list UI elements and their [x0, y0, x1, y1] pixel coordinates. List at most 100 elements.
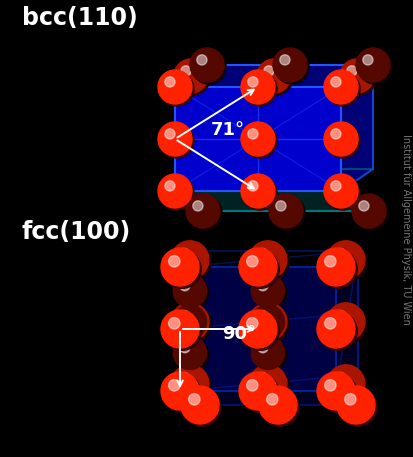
- Circle shape: [275, 201, 285, 211]
- Circle shape: [192, 201, 202, 211]
- Circle shape: [257, 281, 267, 291]
- Circle shape: [176, 61, 209, 95]
- Circle shape: [173, 336, 206, 370]
- Circle shape: [161, 310, 199, 348]
- Circle shape: [163, 374, 201, 412]
- Text: 71°: 71°: [211, 121, 244, 139]
- Circle shape: [188, 196, 221, 230]
- Circle shape: [175, 338, 208, 372]
- Circle shape: [318, 250, 356, 288]
- Circle shape: [334, 249, 345, 260]
- Circle shape: [241, 374, 279, 412]
- Circle shape: [251, 336, 284, 370]
- Circle shape: [173, 274, 206, 308]
- Circle shape: [242, 72, 276, 106]
- Circle shape: [257, 343, 267, 353]
- Circle shape: [158, 122, 192, 156]
- Circle shape: [173, 243, 211, 281]
- Circle shape: [248, 241, 286, 279]
- Circle shape: [324, 318, 335, 329]
- Circle shape: [173, 367, 211, 405]
- Polygon shape: [340, 65, 372, 191]
- Circle shape: [179, 343, 190, 353]
- Circle shape: [178, 372, 190, 384]
- Circle shape: [183, 388, 221, 426]
- Circle shape: [351, 194, 385, 228]
- Circle shape: [323, 174, 357, 208]
- Circle shape: [323, 122, 357, 156]
- Circle shape: [355, 48, 389, 82]
- Circle shape: [346, 66, 356, 76]
- Circle shape: [316, 248, 354, 286]
- Circle shape: [325, 72, 359, 106]
- Circle shape: [247, 181, 257, 191]
- Circle shape: [160, 176, 194, 210]
- Circle shape: [160, 72, 194, 106]
- Circle shape: [168, 380, 180, 391]
- Circle shape: [328, 367, 366, 405]
- Circle shape: [178, 310, 190, 322]
- Circle shape: [178, 249, 190, 260]
- Polygon shape: [335, 251, 357, 391]
- Circle shape: [179, 312, 190, 322]
- Circle shape: [168, 318, 180, 329]
- Circle shape: [173, 305, 206, 339]
- Circle shape: [325, 176, 359, 210]
- Circle shape: [279, 55, 289, 65]
- Circle shape: [251, 367, 289, 405]
- Circle shape: [316, 310, 354, 348]
- Circle shape: [357, 50, 391, 84]
- Circle shape: [196, 55, 206, 65]
- Circle shape: [192, 50, 225, 84]
- Polygon shape: [175, 191, 368, 211]
- Circle shape: [256, 372, 267, 384]
- Circle shape: [330, 129, 340, 139]
- Circle shape: [246, 255, 257, 267]
- Circle shape: [171, 303, 209, 341]
- Circle shape: [241, 250, 279, 288]
- Circle shape: [240, 122, 274, 156]
- Circle shape: [358, 201, 368, 211]
- Polygon shape: [175, 65, 372, 87]
- Circle shape: [263, 66, 273, 76]
- Circle shape: [256, 310, 267, 322]
- Circle shape: [325, 124, 359, 158]
- Circle shape: [334, 310, 345, 322]
- Circle shape: [171, 365, 209, 403]
- Circle shape: [334, 372, 345, 384]
- Circle shape: [256, 249, 267, 260]
- Polygon shape: [180, 391, 355, 405]
- Circle shape: [171, 241, 209, 279]
- Circle shape: [163, 250, 201, 288]
- Circle shape: [246, 380, 257, 391]
- Circle shape: [240, 70, 274, 104]
- Circle shape: [158, 174, 192, 208]
- Circle shape: [326, 241, 364, 279]
- Circle shape: [268, 194, 302, 228]
- Circle shape: [251, 243, 289, 281]
- Circle shape: [180, 386, 218, 424]
- Circle shape: [272, 48, 306, 82]
- Circle shape: [323, 70, 357, 104]
- Circle shape: [190, 48, 223, 82]
- Circle shape: [164, 129, 175, 139]
- Circle shape: [339, 388, 376, 426]
- Circle shape: [251, 305, 284, 339]
- Circle shape: [362, 55, 372, 65]
- Circle shape: [324, 255, 335, 267]
- Text: fcc(100): fcc(100): [22, 220, 131, 244]
- Circle shape: [266, 393, 277, 405]
- Circle shape: [188, 393, 199, 405]
- Circle shape: [344, 393, 355, 405]
- Circle shape: [240, 174, 274, 208]
- Circle shape: [173, 59, 207, 93]
- Circle shape: [238, 372, 276, 410]
- Circle shape: [248, 365, 286, 403]
- Circle shape: [164, 77, 175, 87]
- Text: 90°: 90°: [221, 325, 256, 343]
- Circle shape: [246, 318, 257, 329]
- Text: Institut für Allgemeine Physik, TU Wien: Institut für Allgemeine Physik, TU Wien: [400, 133, 410, 324]
- Circle shape: [168, 255, 180, 267]
- Circle shape: [330, 77, 340, 87]
- Circle shape: [328, 305, 366, 343]
